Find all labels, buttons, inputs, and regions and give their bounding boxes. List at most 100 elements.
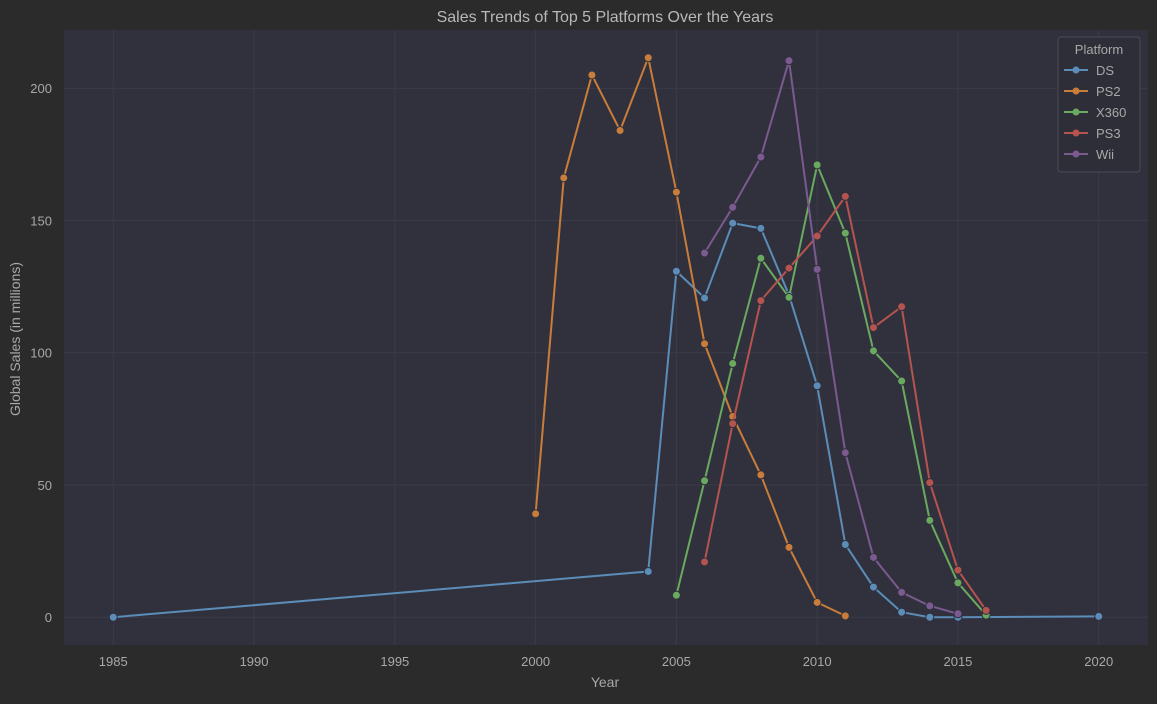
data-point-ds (1094, 611, 1104, 621)
y-axis-label: Global Sales (in millions) (7, 262, 23, 416)
data-point-wii (728, 202, 738, 212)
data-point-ds (868, 582, 878, 592)
data-point-wii (700, 248, 710, 258)
series-ps3 (700, 191, 991, 615)
legend-marker-ps3 (1072, 129, 1080, 137)
y-tick-label: 100 (30, 346, 52, 361)
legend-label-x360: X360 (1096, 105, 1126, 120)
data-point-ps3 (897, 302, 907, 312)
data-point-ds (756, 223, 766, 233)
legend-marker-ps2 (1072, 87, 1080, 95)
x-axis-label: Year (591, 674, 620, 690)
legend-item-ps3: PS3 (1064, 126, 1121, 141)
legend-label-wii: Wii (1096, 147, 1114, 162)
y-tick-label: 150 (30, 213, 52, 228)
legend: Platform DS PS2 X360 PS3 Wii (1057, 36, 1141, 173)
data-point-wii (868, 552, 878, 562)
series-layer (108, 53, 1104, 622)
x-tick-label: 2000 (521, 654, 550, 669)
gridlines (64, 30, 1148, 645)
legend-label-ds: DS (1096, 63, 1114, 78)
y-tick-label: 50 (38, 478, 52, 493)
data-point-ps3 (840, 191, 850, 201)
data-point-wii (756, 152, 766, 162)
legend-item-wii: Wii (1064, 147, 1114, 162)
data-point-ds (925, 612, 935, 622)
x-tick-label: 2005 (662, 654, 691, 669)
data-point-ps2 (700, 339, 710, 349)
data-point-x360 (756, 253, 766, 263)
data-point-x360 (897, 376, 907, 386)
series-line-wii (703, 59, 959, 615)
data-point-ps3 (784, 263, 794, 273)
x-tick-label: 2015 (943, 654, 972, 669)
chart-title: Sales Trends of Top 5 Platforms Over the… (437, 9, 774, 26)
data-point-ds (643, 566, 653, 576)
data-point-ps3 (925, 478, 935, 488)
x-tick-label: 2020 (1084, 654, 1113, 669)
data-point-ps3 (812, 231, 822, 241)
legend-marker-x360 (1072, 108, 1080, 116)
data-point-wii (812, 264, 822, 274)
data-point-ps2 (559, 173, 569, 183)
x-tick-label: 2010 (803, 654, 832, 669)
legend-item-x360: X360 (1064, 105, 1126, 120)
data-point-ds (728, 218, 738, 228)
data-point-x360 (812, 160, 822, 170)
data-point-ps3 (700, 557, 710, 567)
series-ps2 (531, 53, 850, 621)
series-line-ds (113, 222, 1099, 619)
legend-item-ps2: PS2 (1064, 84, 1121, 99)
y-tick-label: 0 (45, 610, 52, 625)
legend-marker-ds (1072, 66, 1080, 74)
plot-area (64, 30, 1148, 645)
data-point-ds (812, 381, 822, 391)
data-point-x360 (925, 515, 935, 525)
data-point-ps3 (981, 605, 991, 615)
data-point-ps2 (615, 126, 625, 136)
legend-title: Platform (1075, 42, 1123, 57)
data-point-ds (700, 293, 710, 303)
x-tick-label: 1995 (380, 654, 409, 669)
data-point-ps3 (756, 296, 766, 306)
data-point-ps3 (868, 323, 878, 333)
series-line-ps2 (534, 56, 846, 617)
data-point-ps2 (756, 470, 766, 480)
data-point-ps3 (953, 565, 963, 575)
data-point-ds (671, 266, 681, 276)
legend-label-ps3: PS3 (1096, 126, 1121, 141)
data-point-wii (784, 56, 794, 66)
x-tick-label: 1990 (240, 654, 269, 669)
data-point-ds (108, 612, 118, 622)
legend-item-ds: DS (1064, 63, 1114, 78)
data-point-x360 (728, 359, 738, 369)
series-wii (700, 56, 963, 619)
data-point-ps2 (531, 509, 541, 519)
data-point-ps2 (784, 542, 794, 552)
data-point-x360 (671, 590, 681, 600)
data-point-wii (925, 601, 935, 611)
legend-label-ps2: PS2 (1096, 84, 1121, 99)
data-point-ps2 (840, 611, 850, 621)
data-point-x360 (784, 292, 794, 302)
data-point-ps3 (728, 419, 738, 429)
data-point-x360 (700, 476, 710, 486)
data-point-x360 (953, 578, 963, 588)
data-point-ps2 (812, 597, 822, 607)
series-x360 (671, 160, 991, 620)
data-point-wii (953, 609, 963, 619)
data-point-wii (840, 448, 850, 458)
data-point-wii (897, 587, 907, 597)
series-ds (108, 218, 1104, 622)
data-point-x360 (840, 228, 850, 238)
x-tick-label: 1985 (99, 654, 128, 669)
data-point-ds (840, 539, 850, 549)
axes: 1985 1990 1995 2000 2005 2010 2015 2020 0 50 100 15… (30, 81, 1113, 669)
y-tick-label: 200 (30, 81, 52, 96)
series-line-x360 (675, 163, 987, 616)
data-point-ds (897, 607, 907, 617)
data-point-ps2 (643, 53, 653, 63)
data-point-ps2 (587, 70, 597, 80)
